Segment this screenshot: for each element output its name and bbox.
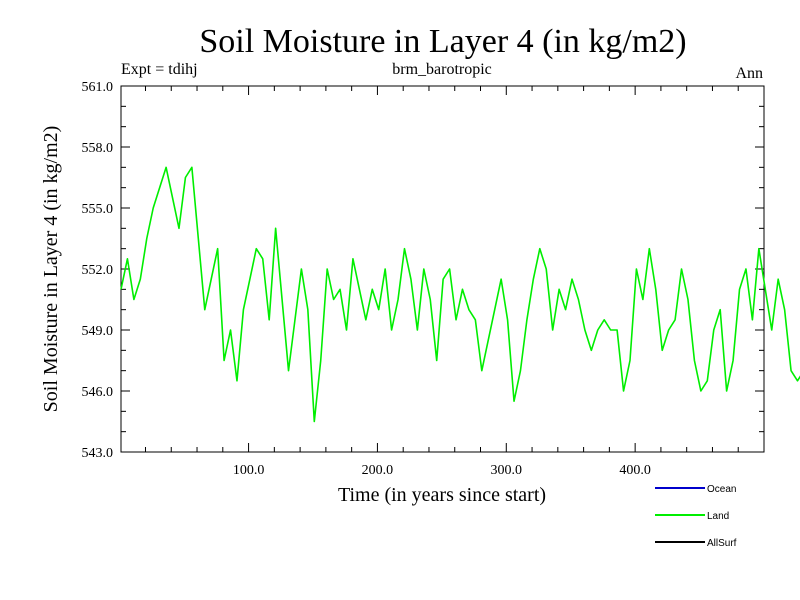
series-line-land	[120, 166, 800, 423]
chart-subtitle-right: Ann	[735, 65, 763, 82]
x-tick-label: 300.0	[491, 463, 523, 478]
y-axis: 543.0 546.0 549.0 552.0 555.0 558.0 561.0	[82, 80, 764, 461]
x-tick-label: 400.0	[619, 463, 651, 478]
legend-label-land: Land	[707, 511, 729, 522]
series-lines	[120, 166, 800, 423]
legend-label-ocean: Ocean	[707, 484, 736, 495]
x-axis: 100.0 200.0 300.0 400.0	[144, 86, 739, 478]
y-tick-label: 552.0	[82, 263, 114, 278]
y-tick-label: 561.0	[82, 80, 114, 95]
chart-subtitle-left: Expt = tdihj	[121, 61, 198, 78]
x-tick-label: 200.0	[362, 463, 394, 478]
y-tick-label: 543.0	[82, 446, 114, 461]
x-axis-label: Time (in years since start)	[338, 484, 546, 506]
chart-subtitle-center: brm_barotropic	[392, 61, 492, 78]
y-axis-label: Soil Moisture in Layer 4 (in kg/m2)	[40, 126, 62, 413]
legend-label-allsurf: AllSurf	[707, 538, 737, 549]
plot-area	[120, 85, 765, 453]
chart-title: Soil Moisture in Layer 4 (in kg/m2)	[199, 23, 686, 60]
y-tick-label: 558.0	[82, 141, 114, 156]
x-tick-label: 100.0	[233, 463, 265, 478]
legend: Ocean Land AllSurf	[655, 484, 737, 549]
y-tick-label: 555.0	[82, 202, 114, 217]
y-tick-label: 549.0	[82, 324, 114, 339]
y-tick-label: 546.0	[82, 385, 114, 400]
